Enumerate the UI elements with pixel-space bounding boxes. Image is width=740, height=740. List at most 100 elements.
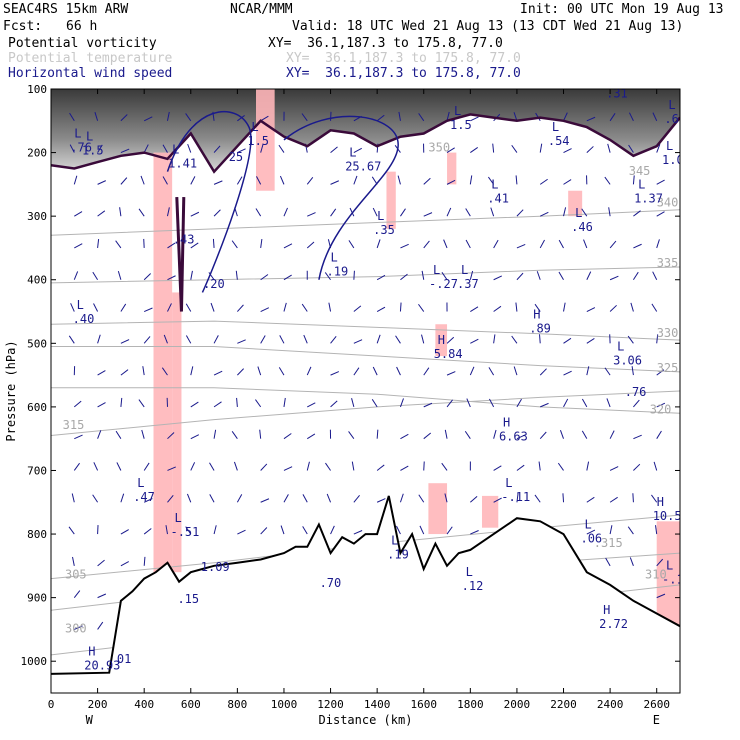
extremum-value: 25.67	[345, 159, 381, 173]
extremum-value: .15	[177, 592, 199, 606]
wind-arrow	[143, 116, 153, 122]
wind-arrow	[306, 176, 314, 185]
wind-arrow	[563, 112, 568, 122]
wind-arrow	[488, 367, 495, 376]
extremum-letter: L	[666, 139, 673, 153]
wind-arrow	[487, 176, 495, 185]
wind-arrow	[534, 303, 541, 312]
extremum-value: .40	[73, 312, 95, 326]
wind-arrow	[464, 430, 471, 439]
wind-arrow	[163, 334, 168, 344]
wind-arrow	[330, 180, 339, 185]
theta-isoline-325	[51, 346, 680, 373]
theta-label: 350	[428, 140, 450, 154]
wind-arrow	[656, 211, 665, 217]
extremum-label: L.60	[664, 98, 680, 126]
wind-arrow	[470, 147, 478, 153]
wind-arrow	[190, 211, 200, 217]
y-tick-label: 600	[27, 401, 47, 414]
wind-arrow	[652, 112, 658, 121]
wind-arrow	[260, 274, 269, 281]
extremum-value: 1.5	[82, 144, 104, 158]
wind-arrow	[511, 144, 518, 153]
wind-arrow	[609, 113, 616, 122]
wind-arrow	[651, 494, 658, 503]
init-time: Init: 00 UTC Mon 19 Aug 13	[520, 2, 724, 17]
wind-arrow	[353, 339, 363, 344]
wind-arrow	[400, 273, 408, 281]
wind-contour	[283, 115, 399, 280]
wind-arrow	[120, 114, 128, 122]
extremum-value: 1.37	[634, 191, 663, 205]
wind-arrow	[306, 366, 312, 376]
wind-arrow	[627, 335, 634, 344]
wind-arrow	[325, 462, 331, 471]
wind-arrow	[190, 366, 194, 376]
wind-arrow	[470, 495, 478, 503]
wind-arrow	[255, 399, 262, 408]
wind-arrow	[213, 335, 219, 344]
wind-arrow	[186, 493, 192, 503]
extremum-value: .31	[606, 86, 628, 100]
wind-arrow	[465, 208, 471, 217]
theta-label: 300	[65, 622, 87, 636]
wind-arrow	[306, 433, 316, 440]
extremum-label: .76	[625, 385, 647, 399]
wind-arrow	[488, 398, 495, 408]
wind-arrow	[493, 465, 502, 471]
wind-arrow	[324, 272, 331, 281]
x-tick-label: 1200	[317, 698, 344, 711]
wind-arrow	[213, 370, 223, 376]
wind-arrow	[166, 207, 170, 217]
wind-arrow	[213, 401, 222, 408]
wind-arrow	[376, 274, 386, 281]
wind-arrow	[609, 466, 619, 471]
extremum-label: L1.5	[450, 104, 472, 132]
wind-arrow	[563, 337, 572, 344]
wind-arrow	[581, 208, 588, 217]
wind-arrow	[609, 525, 613, 535]
wind-arrow	[558, 271, 564, 280]
wind-arrow	[443, 239, 448, 249]
extremum-letter: L	[668, 98, 675, 112]
wind-arrow	[629, 557, 634, 567]
wind-arrow	[516, 493, 519, 503]
wind-arrow	[278, 367, 285, 376]
wind-arrow	[563, 179, 572, 185]
wind-arrow	[306, 241, 315, 249]
field-pv-xy: XY= 36.1,187.3 to 175.8, 77.0	[268, 36, 503, 51]
wind-arrow	[307, 402, 316, 408]
wind-arrow	[140, 175, 145, 185]
extremum-value: -.27	[429, 277, 458, 291]
wind-arrow	[492, 143, 495, 153]
extremum-label: H20.93	[84, 645, 120, 673]
wind-arrow	[190, 242, 199, 249]
wind-arrow	[423, 212, 433, 217]
wind-arrow	[73, 271, 79, 280]
wind-arrow	[213, 180, 223, 185]
wind-arrow	[633, 399, 640, 408]
wind-arrow	[120, 177, 128, 185]
extremum-value: 2.72	[599, 617, 628, 631]
wind-arrow	[260, 307, 270, 312]
wind-arrow	[400, 243, 409, 249]
wind-arrow	[586, 496, 595, 503]
extremum-value: .06	[580, 531, 602, 545]
wind-arrow	[143, 498, 153, 503]
wind-arrow	[586, 338, 595, 344]
extremum-letter: H	[438, 333, 445, 347]
theta-isoline-340	[51, 209, 680, 236]
wind-arrow	[73, 590, 81, 598]
wind-arrow	[493, 429, 497, 439]
extremum-letter: L	[251, 120, 258, 134]
x-axis-label: Distance (km)	[319, 713, 413, 727]
extremum-value: 1.41	[168, 156, 197, 170]
wind-arrow	[400, 208, 406, 217]
wind-arrow	[255, 208, 262, 217]
wind-arrow	[539, 178, 548, 185]
end-label-east: E	[653, 713, 660, 727]
wind-arrow	[586, 146, 594, 153]
theta-label: 325	[657, 361, 679, 375]
wind-arrow	[423, 367, 430, 376]
wind-arrow	[563, 398, 569, 408]
